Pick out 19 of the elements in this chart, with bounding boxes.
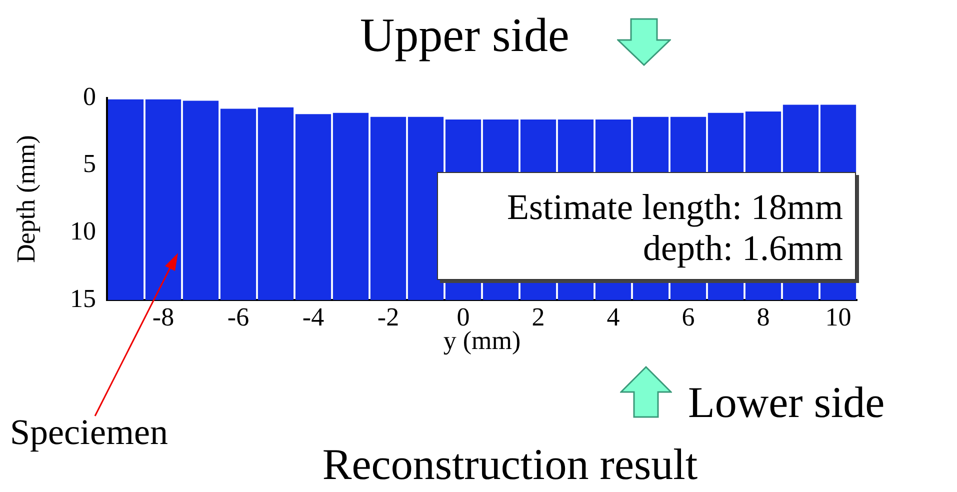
x-tick-label: -2: [377, 302, 400, 332]
x-tick-label: 4: [606, 302, 620, 332]
x-tick-label: -8: [152, 302, 174, 332]
text: Speciemen: [10, 412, 168, 454]
y-axis-title: Depth (mm): [11, 135, 40, 263]
y-tick-label: 10: [70, 216, 96, 246]
x-tick-label: -4: [302, 302, 324, 332]
text: Reconstruction result: [322, 440, 698, 489]
y-tick-label: 5: [83, 149, 96, 178]
y-tick-label: 15: [70, 284, 96, 313]
x-tick-label: 8: [756, 302, 770, 332]
text: Upper side: [360, 8, 570, 64]
x-tick-label: -6: [227, 302, 250, 332]
y-tick-label: 0: [83, 82, 96, 111]
x-tick-label: 2: [532, 302, 545, 332]
x-tick-label: 6: [682, 302, 695, 332]
x-tick-label: 10: [825, 302, 852, 332]
text: Lower side: [688, 378, 885, 429]
annotation: Estimate length: 18mm depth: 1.6mm: [437, 172, 856, 280]
